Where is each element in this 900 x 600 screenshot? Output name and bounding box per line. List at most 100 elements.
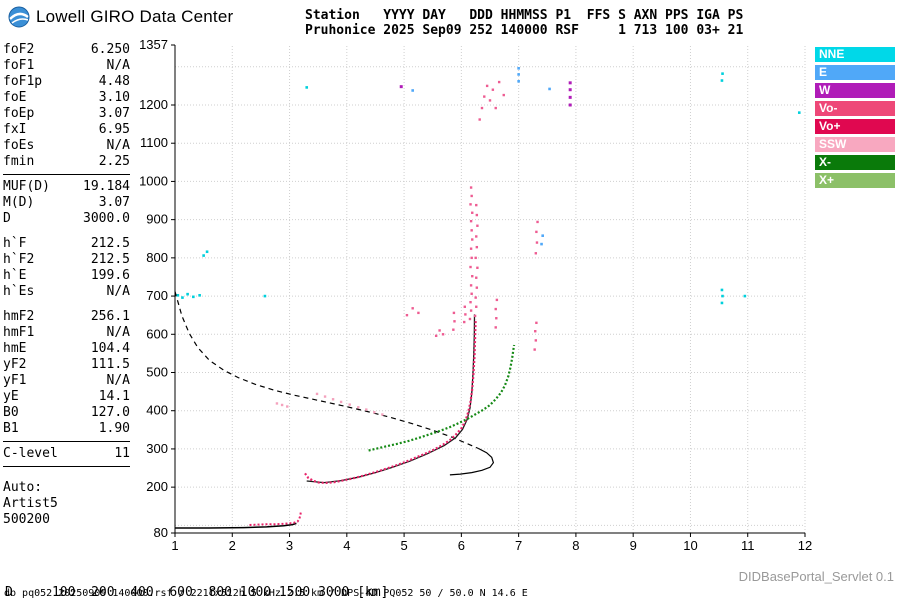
panel-divider <box>3 441 130 442</box>
y-tick-label: 400 <box>146 403 168 418</box>
servlet-version: DIDBasePortal_Servlet 0.1 <box>738 569 894 584</box>
second-hop-echoes <box>357 406 360 409</box>
legend-item-ssw: SSW <box>815 137 895 152</box>
param-value: 3000.0 <box>83 211 130 226</box>
param-value: 3.07 <box>98 195 130 210</box>
param-value: 111.5 <box>90 357 130 372</box>
f-region-spread <box>417 311 420 315</box>
param-value: 212.5 <box>90 236 130 251</box>
f-region-spread <box>468 317 472 321</box>
w-echoes <box>568 95 572 99</box>
param-row: hmF1 N/A <box>3 325 130 341</box>
param-value: 104.4 <box>90 341 130 356</box>
x-tick-label: 6 <box>458 538 465 553</box>
f-region-spread <box>502 93 505 97</box>
header-brand: Lowell GIRO Data Center <box>8 6 233 28</box>
second-hop-echoes <box>331 398 335 401</box>
f-region-spread <box>470 256 473 260</box>
nne-echoes <box>721 294 724 298</box>
brand-title: Lowell GIRO Data Center <box>36 7 234 26</box>
x-tick-label: 4 <box>343 538 350 553</box>
param-label: fxI <box>3 122 27 137</box>
e-echoes <box>541 234 544 237</box>
f-region-spread <box>497 80 501 84</box>
f-region-spread <box>469 219 473 223</box>
y-tick-label: 800 <box>146 250 168 265</box>
nne-echoes <box>720 79 724 82</box>
f-region-spread <box>469 247 473 250</box>
param-row: B0 127.0 <box>3 405 130 421</box>
station-header-line2: Pruhonice 2025 Sep09 252 140000 RSF 1 71… <box>305 23 744 38</box>
e-echoes <box>517 73 520 76</box>
nne-echoes <box>720 301 724 305</box>
auto-status-line: Auto: <box>3 480 43 495</box>
x-tick-label: 2 <box>229 538 236 553</box>
legend-item-x: X- <box>815 155 895 170</box>
f-region-spread <box>471 274 474 278</box>
x-tick-label: 10 <box>683 538 697 553</box>
f-region-spread <box>494 307 497 311</box>
param-label: foEp <box>3 106 35 121</box>
nne-echoes <box>797 111 801 114</box>
f-region-spread <box>434 334 438 338</box>
muf-table: D 100 200 400 600 800 1000 1500 3000 [km… <box>5 555 396 600</box>
nne-echoes <box>192 295 195 299</box>
param-value: N/A <box>106 325 130 340</box>
param-row: MUF(D) 19.184 <box>3 179 130 195</box>
nne-echoes <box>263 294 267 298</box>
e-echoes <box>540 242 543 246</box>
param-label: foF1 <box>3 58 35 73</box>
param-row: yF1 N/A <box>3 373 130 389</box>
param-value: 6.250 <box>90 42 130 57</box>
y-tick-label: 300 <box>146 441 168 456</box>
param-row: fmin 2.25 <box>3 154 130 170</box>
param-row: D 3000.0 <box>3 211 130 227</box>
param-label: C-level <box>3 446 58 461</box>
y-tick-label: 500 <box>146 364 168 379</box>
o-trace-e-region <box>249 510 302 526</box>
f-region-spread <box>494 326 497 329</box>
e-echoes <box>517 80 520 83</box>
y-tick-label: 1200 <box>139 97 168 112</box>
f-region-spread <box>469 265 472 269</box>
f-region-spread <box>471 238 474 241</box>
param-row: hmE 104.4 <box>3 341 130 357</box>
f-region-spread <box>452 311 456 315</box>
param-row: h`Es N/A <box>3 284 130 300</box>
param-label: B1 <box>3 421 19 436</box>
f-region-spread <box>470 292 473 295</box>
param-label: MUF(D) <box>3 179 50 194</box>
f-region-spread <box>480 106 484 110</box>
second-hop-echoes <box>365 408 368 411</box>
nne-echoes <box>181 296 184 299</box>
param-row: hmF2 256.1 <box>3 309 130 325</box>
param-row: foEs N/A <box>3 138 130 154</box>
param-label: h`Es <box>3 284 35 299</box>
param-row: foF1 N/A <box>3 58 130 74</box>
param-value: N/A <box>106 284 130 299</box>
x-tick-label: 7 <box>515 538 522 553</box>
auto-status-line: Artist5 <box>3 496 58 511</box>
f-region-spread <box>491 88 495 91</box>
param-label: h`F2 <box>3 252 35 267</box>
param-row: h`E 199.6 <box>3 268 130 284</box>
o-trace-f-region <box>304 318 477 485</box>
second-hop-echoes <box>315 392 319 396</box>
f-region-spread <box>536 220 539 224</box>
f-region-spread <box>535 230 538 234</box>
param-label: yF1 <box>3 373 27 388</box>
parameter-panel: foF2 6.250 foF1 N/A foF1p 4.48 foE 3.10 foEp 3.07… <box>3 42 130 528</box>
param-label: yE <box>3 389 19 404</box>
footer-info: db pq052 20250909 140000.rsf / 221fx512h… <box>4 588 528 599</box>
x-trace <box>368 344 516 452</box>
y-tick-label: 900 <box>146 212 168 227</box>
param-value: 199.6 <box>90 268 130 283</box>
param-value: 19.184 <box>83 179 130 194</box>
second-hop-echoes <box>339 400 343 404</box>
artist-fitted-trace <box>306 314 476 484</box>
second-hop-echoes <box>373 411 376 414</box>
panel-divider <box>3 466 130 467</box>
f-region-spread <box>488 99 492 102</box>
legend-item-vo: Vo- <box>815 101 895 116</box>
